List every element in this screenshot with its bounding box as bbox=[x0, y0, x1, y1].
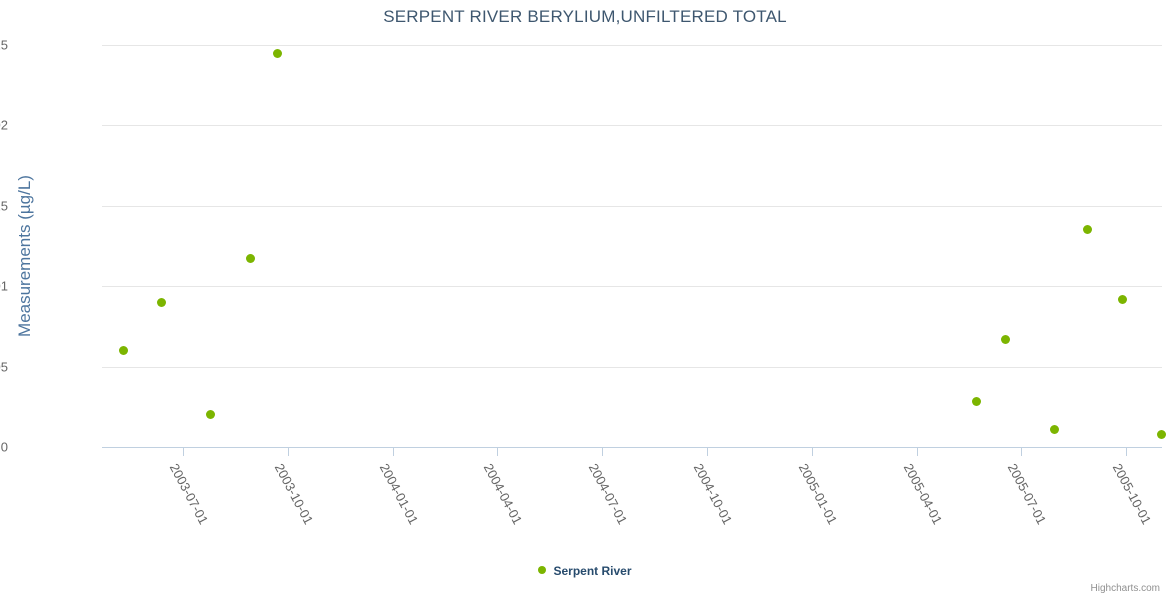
x-axis-tick-label: 2003-10-01 bbox=[271, 461, 317, 527]
x-axis-tick-label: 2005-10-01 bbox=[1109, 461, 1155, 527]
x-axis-tick-label: 2005-01-01 bbox=[795, 461, 841, 527]
data-point[interactable] bbox=[972, 397, 982, 407]
gridline bbox=[102, 45, 1162, 46]
x-axis-tick bbox=[497, 447, 499, 456]
gridline bbox=[102, 366, 1162, 368]
x-axis-tick-label: 2004-10-01 bbox=[690, 461, 736, 527]
x-axis-tick bbox=[916, 447, 918, 456]
x-axis-tick-label: 2003-07-01 bbox=[166, 461, 212, 527]
x-axis-tick bbox=[183, 447, 184, 456]
plot-area bbox=[102, 45, 1166, 447]
credits-label[interactable]: Highcharts.com bbox=[1090, 583, 1160, 594]
x-axis-tick bbox=[287, 447, 289, 456]
data-point[interactable] bbox=[119, 346, 129, 356]
x-axis-tick bbox=[707, 447, 708, 456]
data-point[interactable] bbox=[1000, 334, 1010, 344]
gridline bbox=[102, 286, 1162, 288]
data-point[interactable] bbox=[1118, 294, 1128, 304]
x-axis-tick bbox=[811, 447, 813, 456]
y-axis-tick-label: 0.025 bbox=[0, 37, 8, 53]
legend-marker-icon bbox=[538, 565, 547, 574]
y-axis-title: Measurements (µg/L) bbox=[15, 175, 34, 337]
x-axis-tick-label: 2004-01-01 bbox=[376, 461, 421, 527]
data-point[interactable] bbox=[273, 48, 283, 58]
chart-legend[interactable]: Serpent River bbox=[0, 563, 1170, 578]
x-axis-tick-label: 2005-04-01 bbox=[900, 461, 945, 527]
data-point[interactable] bbox=[245, 254, 255, 264]
data-point[interactable] bbox=[156, 297, 166, 307]
x-axis-tick-label: 2004-07-01 bbox=[585, 461, 631, 527]
x-axis-tick bbox=[1126, 447, 1128, 456]
gridline bbox=[102, 205, 1162, 207]
x-axis-tick bbox=[392, 447, 394, 456]
gridline bbox=[102, 125, 1162, 127]
x-axis-tick bbox=[1021, 447, 1023, 456]
data-point[interactable] bbox=[1157, 429, 1166, 439]
y-axis-tick-label: 0 bbox=[0, 439, 8, 455]
legend-item-label[interactable]: Serpent River bbox=[553, 563, 632, 578]
x-axis-line bbox=[102, 447, 1162, 448]
y-axis-tick-label: 0.015 bbox=[0, 198, 8, 214]
y-axis-tick-label: 0.01 bbox=[0, 278, 8, 294]
y-axis-tick-label: 0.005 bbox=[0, 359, 8, 375]
x-axis-tick-label: 2005-07-01 bbox=[1005, 461, 1050, 527]
data-point[interactable] bbox=[205, 410, 215, 420]
x-axis-tick bbox=[602, 447, 604, 456]
x-axis-tick-label: 2004-04-01 bbox=[481, 461, 526, 527]
data-point[interactable] bbox=[1082, 225, 1092, 235]
data-point[interactable] bbox=[1049, 424, 1059, 434]
chart-title: SERPENT RIVER BERYLIUM,UNFILTERED TOTAL bbox=[383, 7, 787, 26]
y-axis-tick-label: 0.02 bbox=[0, 117, 8, 133]
